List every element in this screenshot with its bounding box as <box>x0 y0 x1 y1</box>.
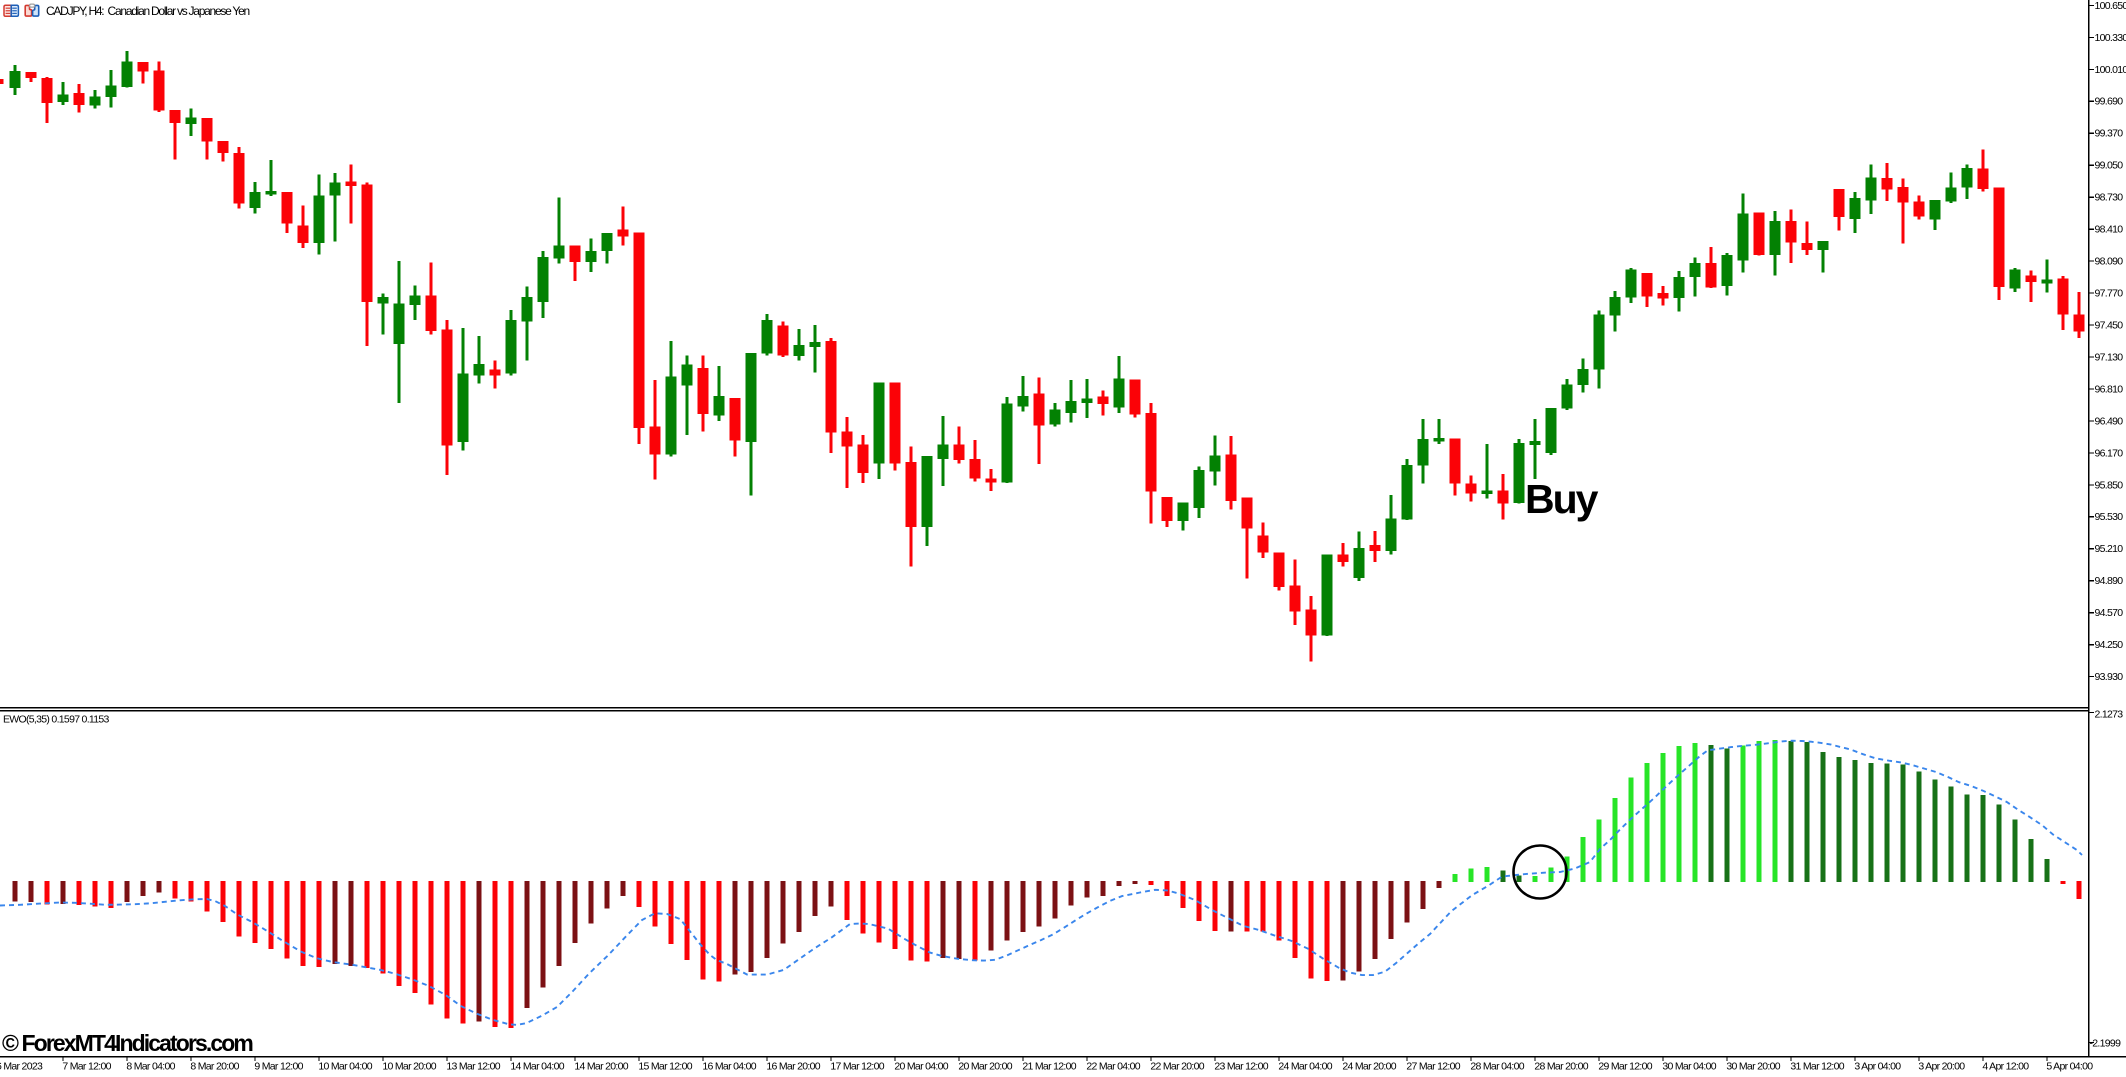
svg-text:31 Mar 12:00: 31 Mar 12:00 <box>1790 1061 1844 1073</box>
svg-text:24 Mar 20:00: 24 Mar 20:00 <box>1342 1061 1396 1073</box>
svg-text:30 Mar 20:00: 30 Mar 20:00 <box>1726 1061 1780 1073</box>
svg-text:16 Mar 04:00: 16 Mar 04:00 <box>702 1061 756 1073</box>
svg-text:96.170: 96.170 <box>2095 447 2124 459</box>
svg-text:29 Mar 12:00: 29 Mar 12:00 <box>1598 1061 1652 1073</box>
svg-text:94.250: 94.250 <box>2095 639 2124 651</box>
svg-text:© ForexMT4Indicators.com: © ForexMT4Indicators.com <box>2 1030 253 1056</box>
svg-text:100.330: 100.330 <box>2095 32 2126 44</box>
svg-text:93.930: 93.930 <box>2095 671 2124 683</box>
svg-text:8 Mar 20:00: 8 Mar 20:00 <box>190 1061 239 1073</box>
svg-text:14 Mar 04:00: 14 Mar 04:00 <box>510 1061 564 1073</box>
svg-text:4 Apr 12:00: 4 Apr 12:00 <box>1982 1061 2029 1073</box>
svg-text:30 Mar 04:00: 30 Mar 04:00 <box>1662 1061 1716 1073</box>
svg-text:9 Mar 12:00: 9 Mar 12:00 <box>254 1061 303 1073</box>
svg-text:97.770: 97.770 <box>2095 288 2124 300</box>
svg-text:13 Mar 12:00: 13 Mar 12:00 <box>446 1061 500 1073</box>
svg-text:22 Mar 20:00: 22 Mar 20:00 <box>1150 1061 1204 1073</box>
svg-text:98.730: 98.730 <box>2095 192 2124 204</box>
svg-text:100.650: 100.650 <box>2095 0 2126 12</box>
svg-text:95.210: 95.210 <box>2095 543 2124 555</box>
svg-text:8 Mar 04:00: 8 Mar 04:00 <box>126 1061 175 1073</box>
svg-text:3 Apr 04:00: 3 Apr 04:00 <box>1854 1061 1901 1073</box>
svg-text:96.810: 96.810 <box>2095 383 2124 395</box>
svg-text:97.130: 97.130 <box>2095 351 2124 363</box>
svg-text:5 Apr 04:00: 5 Apr 04:00 <box>2046 1061 2093 1073</box>
svg-text:14 Mar 20:00: 14 Mar 20:00 <box>574 1061 628 1073</box>
svg-text:100.010: 100.010 <box>2095 64 2126 76</box>
svg-text:10 Mar 04:00: 10 Mar 04:00 <box>318 1061 372 1073</box>
svg-text:21 Mar 12:00: 21 Mar 12:00 <box>1022 1061 1076 1073</box>
svg-text:22 Mar 04:00: 22 Mar 04:00 <box>1086 1061 1140 1073</box>
svg-text:15 Mar 12:00: 15 Mar 12:00 <box>638 1061 692 1073</box>
svg-text:3 Apr 20:00: 3 Apr 20:00 <box>1918 1061 1965 1073</box>
svg-text:EWO(5,35) 0.1597 0.1153: EWO(5,35) 0.1597 0.1153 <box>3 714 110 726</box>
svg-text:CADJPY, H4: Canadian Dollar v: CADJPY, H4: Canadian Dollar vs Japanese … <box>46 4 250 18</box>
svg-text:7 Mar 12:00: 7 Mar 12:00 <box>62 1061 111 1073</box>
svg-text:28 Mar 04:00: 28 Mar 04:00 <box>1470 1061 1524 1073</box>
svg-text:99.370: 99.370 <box>2095 128 2124 140</box>
svg-text:27 Mar 12:00: 27 Mar 12:00 <box>1406 1061 1460 1073</box>
svg-text:17 Mar 12:00: 17 Mar 12:00 <box>830 1061 884 1073</box>
svg-text:95.850: 95.850 <box>2095 479 2124 491</box>
svg-text:20 Mar 20:00: 20 Mar 20:00 <box>958 1061 1012 1073</box>
svg-text:-2.1999: -2.1999 <box>2090 1038 2122 1050</box>
svg-text:28 Mar 20:00: 28 Mar 20:00 <box>1534 1061 1588 1073</box>
svg-text:20 Mar 04:00: 20 Mar 04:00 <box>894 1061 948 1073</box>
svg-text:99.050: 99.050 <box>2095 160 2124 172</box>
svg-text:95.530: 95.530 <box>2095 511 2124 523</box>
svg-text:94.890: 94.890 <box>2095 575 2124 587</box>
svg-text:23 Mar 12:00: 23 Mar 12:00 <box>1214 1061 1268 1073</box>
svg-text:99.690: 99.690 <box>2095 96 2124 108</box>
svg-text:16 Mar 20:00: 16 Mar 20:00 <box>766 1061 820 1073</box>
svg-text:98.090: 98.090 <box>2095 256 2124 268</box>
svg-text:10 Mar 20:00: 10 Mar 20:00 <box>382 1061 436 1073</box>
svg-text:6 Mar 2023: 6 Mar 2023 <box>0 1061 43 1073</box>
svg-text:2.1273: 2.1273 <box>2095 709 2124 721</box>
svg-text:98.410: 98.410 <box>2095 224 2124 236</box>
svg-text:97.450: 97.450 <box>2095 320 2124 332</box>
svg-text:Buy: Buy <box>1525 476 1599 522</box>
svg-text:96.490: 96.490 <box>2095 415 2124 427</box>
svg-text:94.570: 94.570 <box>2095 607 2124 619</box>
svg-text:24 Mar 04:00: 24 Mar 04:00 <box>1278 1061 1332 1073</box>
